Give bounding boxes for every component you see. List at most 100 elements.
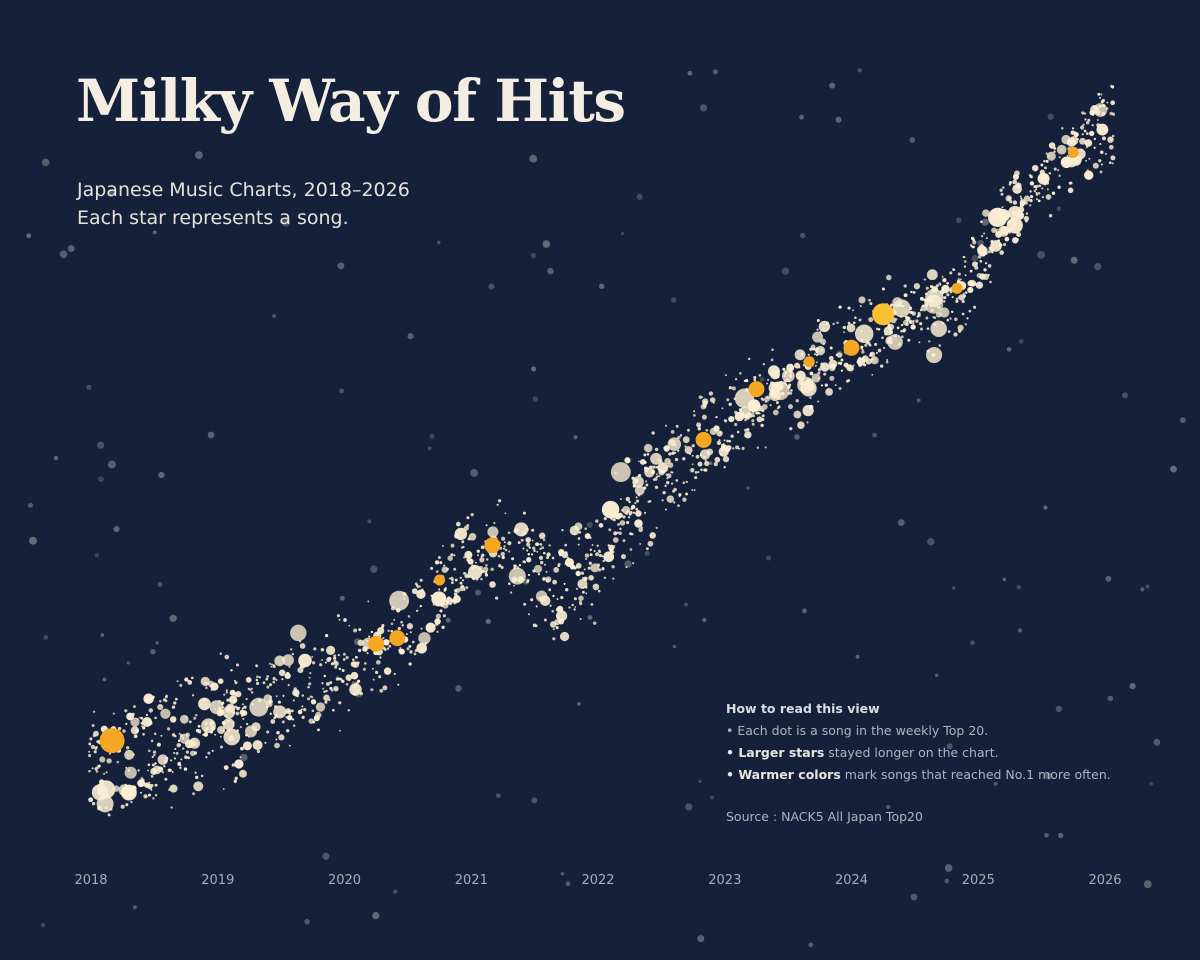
subtitle-line-2: Each star represents a song. [77,207,349,229]
song-dot [407,615,411,618]
song-dot [485,524,488,527]
song-dot [836,352,843,358]
background-star [620,231,625,236]
song-dot [1098,110,1101,113]
song-dot [362,667,366,671]
song-dot [393,618,396,621]
song-dot [182,747,185,750]
song-dot [703,468,707,472]
song-dot [647,500,651,503]
song-dot [756,402,760,406]
song-dot [160,734,163,737]
song-dot [1006,217,1023,234]
song-dot [459,581,463,585]
song-dot [234,681,238,685]
song-dot [962,256,965,259]
song-dot [838,387,842,390]
song-dot [454,589,458,593]
song-dot [1048,172,1052,175]
song-dot [281,720,285,724]
song-dot [320,647,325,652]
song-dot [148,781,151,784]
song-dot [330,662,335,666]
song-dot [935,284,939,288]
song-dot [93,787,97,791]
song-dot [278,734,285,741]
song-dot [1024,201,1028,205]
song-dot [761,414,765,418]
background-star [1055,705,1062,713]
highlighted-hits [99,146,1079,754]
song-dot [858,318,862,322]
song-dot [682,436,690,444]
song-dot [459,576,462,580]
song-dot [626,521,630,525]
song-dot [414,582,418,586]
song-dot [480,577,483,581]
background-star [1170,465,1177,473]
song-dot [436,630,439,633]
song-dot [716,430,723,437]
song-dot [275,679,278,681]
background-star [565,881,571,887]
song-dot [256,681,260,686]
background-star [1140,587,1145,592]
song-dot [231,763,235,767]
song-dot [301,715,305,719]
song-dot [526,542,531,547]
song-dot [140,777,143,780]
song-dot [1048,142,1056,149]
song-dot [366,652,369,655]
song-dot [829,375,835,381]
song-dot [545,576,552,583]
song-dot [762,363,765,366]
song-dot [877,328,881,331]
song-dot [767,378,770,381]
background-star [765,555,771,561]
song-dot [673,451,677,455]
song-dot [1068,181,1072,185]
song-dot [1007,229,1011,233]
background-star [529,154,538,163]
song-dot [947,330,951,333]
song-dot [957,272,961,276]
background-star [157,582,163,587]
song-dot [578,530,582,534]
song-dot [1040,163,1044,167]
song-dot [1022,202,1025,206]
song-dot [662,491,666,495]
background-star [672,644,677,649]
song-dot [753,378,757,382]
song-dot [579,617,582,621]
song-dot [1067,138,1071,142]
song-dot [728,386,733,390]
song-dot [503,545,506,548]
song-dot [202,733,205,736]
background-star [372,911,380,920]
song-dot [840,369,844,372]
song-dot [222,729,225,732]
song-dot [645,480,648,483]
song-dot [345,674,352,681]
background-star [684,602,688,607]
song-dot [1089,130,1095,137]
song-dot [323,694,330,702]
song-dot [1076,156,1083,162]
background-star [304,919,310,925]
song-dot [446,567,449,571]
song-dot [768,365,780,378]
song-dot [188,720,192,724]
song-dot [632,511,636,515]
song-dot [935,311,942,318]
song-dot [661,499,664,502]
song-dot [535,590,548,603]
song-dot [468,533,477,541]
song-dot [618,531,622,535]
song-dot [325,689,328,693]
song-dot [749,414,753,418]
song-dot [379,656,382,659]
background-star [272,314,276,318]
song-dot [611,565,615,569]
song-dot [926,269,938,281]
background-star [934,673,939,678]
